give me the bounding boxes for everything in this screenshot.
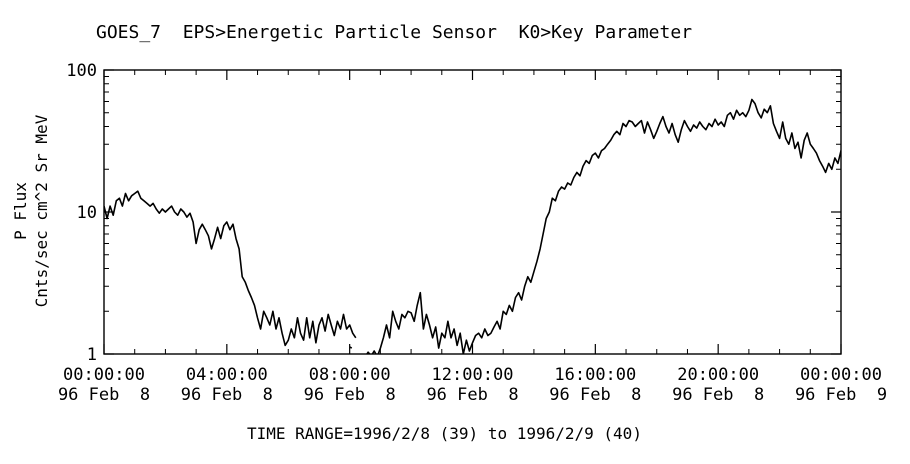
y-axis-label-line1: P Flux xyxy=(11,182,30,240)
flux-series-line xyxy=(104,190,357,347)
x-tick-time-label: 00:00:00 xyxy=(800,365,882,385)
chart-title: GOES_7 EPS>Energetic Particle Sensor K0>… xyxy=(96,22,692,43)
x-tick-date-label: 96 Feb 8 xyxy=(672,385,764,405)
time-range-footer: TIME RANGE=1996/2/8 (39) to 1996/2/9 (40… xyxy=(247,424,642,443)
flux-series-line xyxy=(366,98,841,354)
y-axis-label-line2: Cnts/sec cm^2 Sr MeV xyxy=(32,114,51,307)
axis-ticks xyxy=(103,69,842,355)
x-tick-date-label: 96 Feb 8 xyxy=(304,385,396,405)
x-tick-time-label: 04:00:00 xyxy=(186,365,268,385)
x-tick-time-label: 12:00:00 xyxy=(432,365,514,385)
y-axis-label: P Flux Cnts/sec cm^2 Sr MeV xyxy=(11,114,51,307)
x-tick-date-label: 96 Feb 8 xyxy=(426,385,518,405)
x-tick-time-label: 00:00:00 xyxy=(63,365,145,385)
series-layer xyxy=(104,98,841,354)
y-tick-label: 1 xyxy=(87,345,97,365)
x-tick-date-label: 96 Feb 9 xyxy=(795,385,887,405)
y-tick-label: 100 xyxy=(66,61,97,81)
x-tick-time-label: 16:00:00 xyxy=(554,365,636,385)
x-tick-time-label: 20:00:00 xyxy=(677,365,759,385)
x-tick-date-label: 96 Feb 8 xyxy=(181,385,273,405)
x-tick-time-label: 08:00:00 xyxy=(309,365,391,385)
x-tick-date-label: 96 Feb 8 xyxy=(549,385,641,405)
x-tick-date-label: 96 Feb 8 xyxy=(58,385,150,405)
flux-series-line xyxy=(349,346,353,349)
y-tick-label: 10 xyxy=(77,203,97,223)
